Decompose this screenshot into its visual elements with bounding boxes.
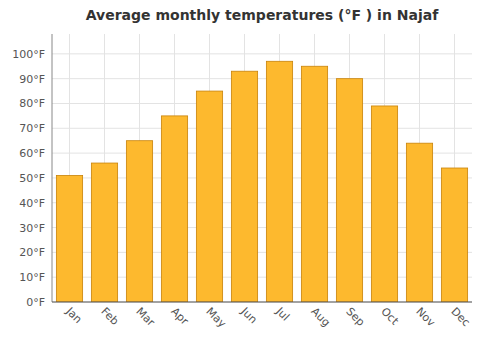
x-tick-label: Oct	[378, 305, 401, 328]
grid-line	[52, 103, 472, 104]
title: Average monthly temperatures (°F ) in Na…	[86, 7, 439, 23]
y-tick-label: 100°F	[12, 48, 45, 61]
bar	[231, 71, 257, 302]
bar	[266, 61, 292, 302]
x-tick-label: Feb	[98, 305, 121, 328]
y-axis-line	[52, 34, 53, 302]
y-tick-label: 80°F	[19, 97, 45, 110]
x-tick-label: Jan	[63, 304, 85, 326]
y-tick-label: 20°F	[19, 246, 45, 259]
bars	[56, 61, 467, 302]
grid-line	[52, 78, 472, 79]
x-tick-label: Nov	[413, 305, 438, 330]
x-tick-label: Mar	[133, 305, 157, 329]
x-tick-label: Jul	[273, 304, 292, 323]
x-tick-label: Jun	[238, 304, 260, 326]
bar	[406, 143, 432, 302]
x-axis-line	[52, 301, 472, 302]
bar	[371, 106, 397, 302]
y-tick-label: 40°F	[19, 197, 45, 210]
bar	[161, 116, 187, 302]
chart: Average monthly temperatures (°F ) in Na…	[0, 0, 500, 350]
x-tick-label: May	[203, 305, 229, 331]
x-tick-label: Sep	[343, 305, 367, 329]
bar	[441, 168, 467, 302]
y-tick-label: 70°F	[19, 122, 45, 135]
bar	[126, 141, 152, 302]
y-tick-label: 60°F	[19, 147, 45, 160]
x-tick-label: Aug	[308, 305, 332, 329]
bar	[56, 175, 82, 302]
grid-line	[52, 53, 472, 54]
y-tick-label: 0°F	[26, 296, 45, 309]
y-axis: 0°F 10°F 20°F 30°F 40°F 50°F 60°F 70°F 80°F 90°F 1…	[12, 34, 52, 309]
grid-line	[52, 128, 472, 129]
y-tick-label: 30°F	[19, 222, 45, 235]
bar	[336, 79, 362, 302]
x-tick-label: Apr	[168, 305, 191, 328]
bar	[91, 163, 117, 302]
y-tick-label: 50°F	[19, 172, 45, 185]
bar	[301, 66, 327, 302]
y-tick-label: 10°F	[19, 271, 45, 284]
grid	[52, 34, 472, 302]
grid-line	[52, 302, 472, 303]
bar	[196, 91, 222, 302]
x-tick-label: Dec	[448, 305, 472, 329]
x-axis: Jan Feb Mar Apr May Jun Jul Aug Sep Oct Nov Dec	[52, 302, 473, 331]
y-tick-label: 90°F	[19, 73, 45, 86]
